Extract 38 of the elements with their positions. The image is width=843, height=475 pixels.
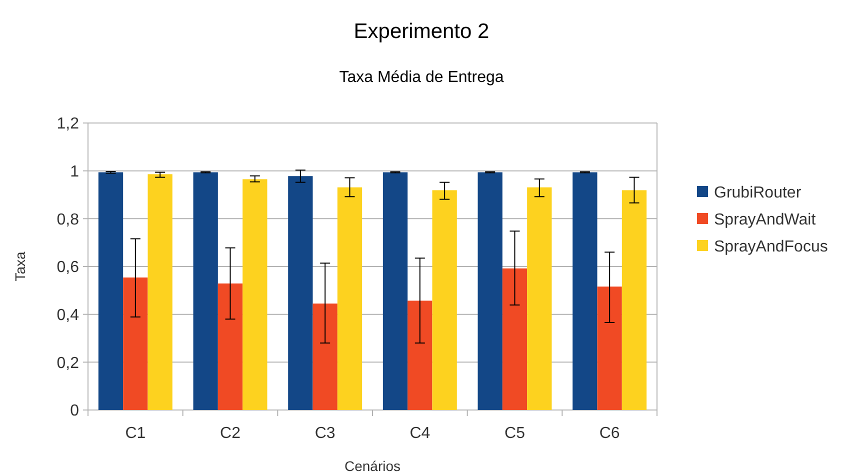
- bar: [288, 176, 313, 410]
- legend-label: SprayAndFocus: [714, 238, 828, 256]
- x-tick-label: C1: [125, 425, 146, 442]
- x-tick-label: C4: [410, 425, 430, 442]
- bar: [432, 190, 457, 410]
- bar: [148, 174, 172, 410]
- bar: [597, 286, 622, 410]
- y-tick-label: 1: [70, 163, 80, 180]
- bar: [527, 187, 552, 410]
- x-tick-label: C6: [599, 425, 620, 442]
- bar: [408, 300, 432, 410]
- y-tick-label: 0: [70, 402, 80, 420]
- y-axis-title: Taxa: [12, 252, 28, 282]
- bar: [502, 268, 528, 410]
- bar: [382, 172, 408, 410]
- bar: [123, 278, 148, 410]
- x-tick-label: C2: [220, 425, 241, 442]
- chart-title: Experimento 2: [354, 20, 490, 43]
- bar: [312, 304, 338, 410]
- bar: [572, 172, 598, 410]
- y-tick-label: 0,4: [56, 306, 80, 324]
- x-axis-title: Cenários: [344, 458, 401, 474]
- chart-subtitle: Taxa Média de Entrega: [339, 69, 504, 86]
- x-tick-label: C3: [314, 425, 336, 442]
- y-tick-label: 0,6: [56, 259, 80, 276]
- bar: [218, 283, 243, 410]
- legend-label: GrubiRouter: [714, 184, 802, 202]
- bar: [242, 179, 268, 410]
- y-tick-label: 0,8: [56, 211, 80, 228]
- bar: [337, 187, 362, 410]
- x-tick-label: C5: [504, 425, 526, 442]
- bar: [193, 172, 218, 410]
- y-tick-label: 0,2: [56, 354, 80, 372]
- bar: [622, 190, 647, 410]
- bar: [478, 172, 502, 410]
- bar: [98, 172, 124, 410]
- y-tick-label: 1,2: [56, 116, 80, 133]
- legend-label: SprayAndWait: [714, 212, 816, 229]
